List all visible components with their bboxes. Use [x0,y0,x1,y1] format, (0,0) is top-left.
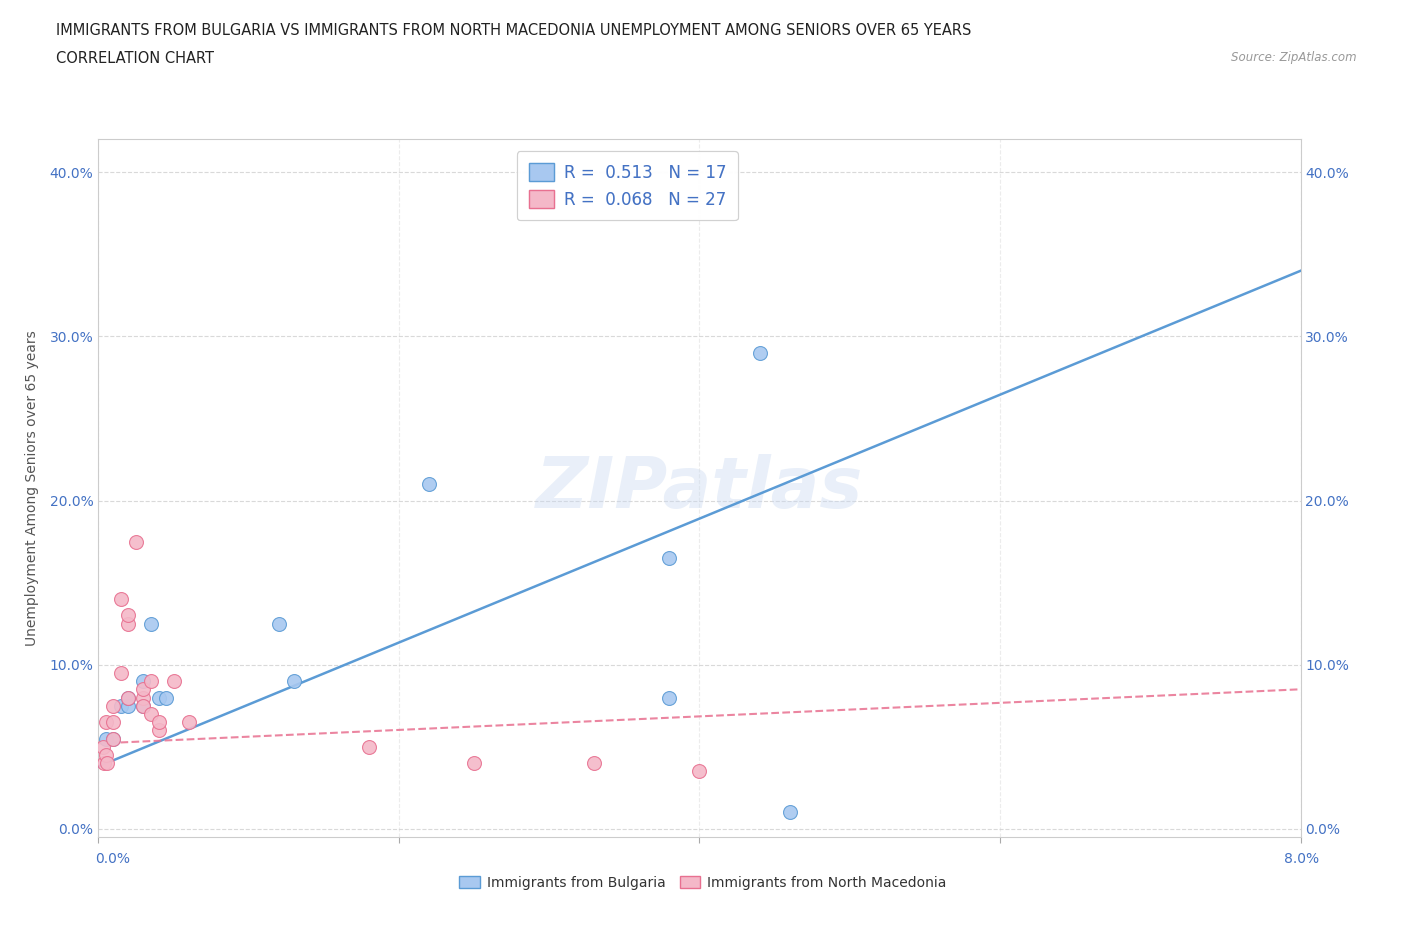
Point [463,756,485,771]
Point [139,707,162,722]
Text: ZIPatlas: ZIPatlas [536,454,863,523]
Point [132,698,155,713]
Legend: R =  0.513   N = 17, R =  0.068   N = 27: R = 0.513 N = 17, R = 0.068 N = 27 [517,152,738,220]
Point [103,714,125,729]
Point [148,723,170,737]
Point [139,673,162,688]
Point [132,682,155,697]
Point [110,698,132,713]
Point [155,690,177,705]
Legend: Immigrants from Bulgaria, Immigrants from North Macedonia: Immigrants from Bulgaria, Immigrants fro… [454,870,952,896]
Text: 0.0%: 0.0% [96,852,131,866]
Point [117,690,139,705]
Point [91,739,114,754]
Text: Source: ZipAtlas.com: Source: ZipAtlas.com [1232,51,1357,64]
Point [357,739,380,754]
Point [94,748,117,763]
Point [162,673,184,688]
Point [132,698,155,713]
Y-axis label: Unemployment Among Seniors over 65 years: Unemployment Among Seniors over 65 years [24,330,38,646]
Point [103,698,125,713]
Point [148,714,170,729]
Point [125,534,148,549]
Point [658,690,681,705]
Point [96,756,118,771]
Text: 8.0%: 8.0% [1284,852,1319,866]
Point [110,591,132,606]
Point [748,345,770,360]
Point [139,617,162,631]
Point [117,690,139,705]
Point [779,805,801,820]
Point [94,714,117,729]
Point [93,756,115,771]
Point [117,617,139,631]
Point [132,690,155,705]
Point [583,756,606,771]
Point [103,731,125,746]
Text: IMMIGRANTS FROM BULGARIA VS IMMIGRANTS FROM NORTH MACEDONIA UNEMPLOYMENT AMONG S: IMMIGRANTS FROM BULGARIA VS IMMIGRANTS F… [56,23,972,38]
Point [689,764,711,778]
Point [103,731,125,746]
Point [117,698,139,713]
Point [658,551,681,565]
Point [267,617,290,631]
Point [94,731,117,746]
Point [177,714,200,729]
Text: CORRELATION CHART: CORRELATION CHART [56,51,214,66]
Point [148,690,170,705]
Point [117,608,139,623]
Point [283,673,305,688]
Point [418,477,440,492]
Point [132,673,155,688]
Point [110,666,132,681]
